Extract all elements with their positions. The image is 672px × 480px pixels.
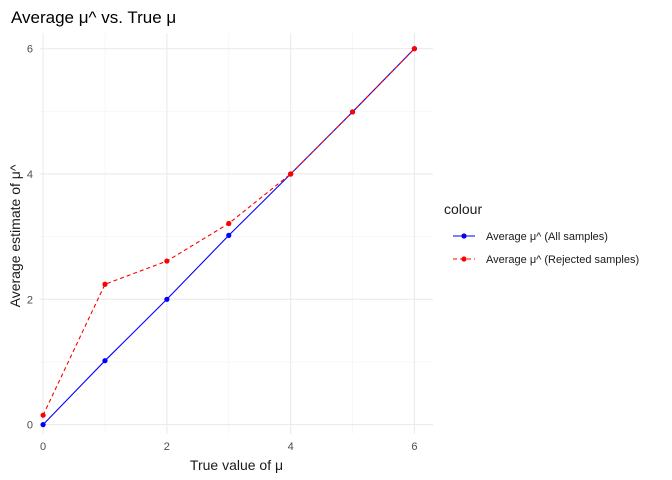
grid-layer: [40, 33, 433, 434]
data-point: [102, 358, 108, 364]
x-tick-label: 0: [40, 441, 46, 453]
x-tick-label: 2: [164, 441, 170, 453]
legend-key-point: [461, 256, 467, 262]
series-2: [40, 46, 418, 418]
legend-title: colour: [444, 201, 482, 217]
chart-title: Average μ^ vs. True μ: [11, 8, 176, 27]
legend-label: Average μ^ (Rejected samples): [486, 254, 639, 266]
legend: colour Average μ^ (All samples)Average μ…: [444, 201, 639, 266]
tick-layer: 0 2 4 6 0 2 4 6: [27, 44, 418, 453]
y-tick-label: 2: [27, 294, 33, 306]
legend-key-point: [461, 233, 467, 239]
y-axis-title: Average estimate of μ^: [7, 164, 23, 307]
x-axis-title: True value of μ: [190, 457, 283, 473]
data-point: [226, 232, 232, 238]
data-point: [411, 46, 418, 52]
data-point: [164, 258, 170, 264]
legend-label: Average μ^ (All samples): [486, 231, 608, 243]
y-tick-label: 4: [27, 169, 33, 181]
legend-item-1: Average μ^ (All samples): [453, 231, 608, 243]
x-tick-label: 4: [288, 441, 294, 453]
data-point: [102, 281, 108, 287]
y-tick-label: 0: [27, 420, 33, 432]
series-layer: [40, 46, 418, 428]
legend-item-2: Average μ^ (Rejected samples): [453, 254, 639, 266]
data-point: [226, 220, 232, 227]
x-tick-label: 6: [411, 441, 417, 453]
legend-items: Average μ^ (All samples) Average μ^ (Reje…: [453, 231, 639, 266]
data-point: [164, 296, 170, 302]
y-tick-label: 6: [27, 44, 33, 56]
data-point: [40, 422, 46, 428]
data-point: [40, 412, 46, 418]
data-point: [349, 109, 356, 115]
data-point: [288, 171, 294, 177]
